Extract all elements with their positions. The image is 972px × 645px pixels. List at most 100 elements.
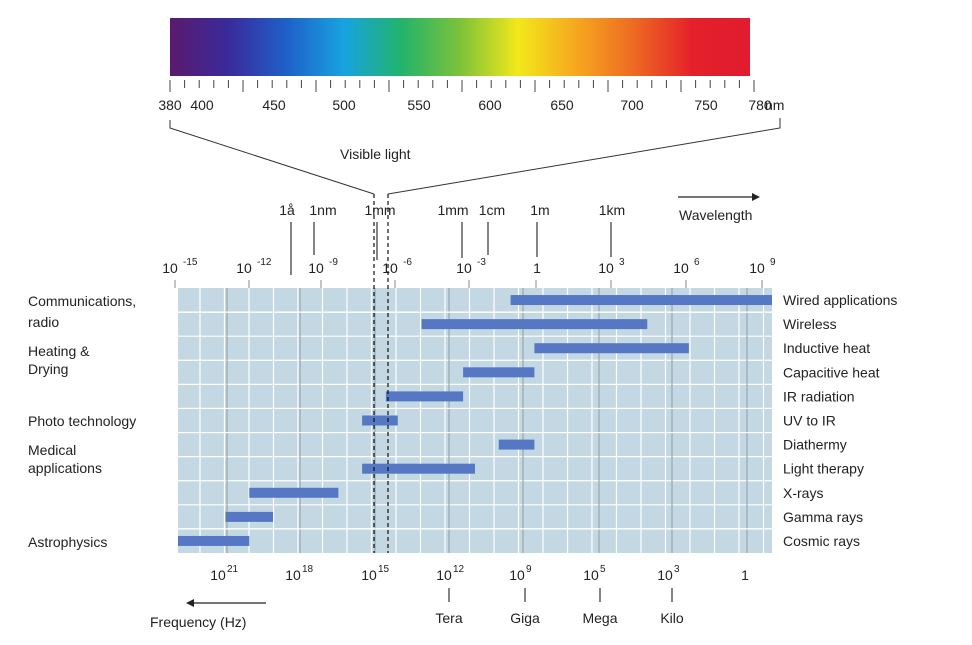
- frequency-tick-label: 10: [509, 567, 525, 583]
- wavelength-unit-label: 1mm: [364, 202, 395, 218]
- nm-tick-label: 650: [550, 97, 574, 113]
- wavelength-power-label: 1: [533, 260, 541, 276]
- nm-unit-label: nm: [765, 97, 784, 113]
- application-label: Light therapy: [783, 461, 864, 477]
- frequency-tick-exponent: 12: [453, 564, 465, 575]
- nm-tick-label: 450: [262, 97, 286, 113]
- frequency-tick-label: 10: [657, 567, 673, 583]
- application-bar: [463, 367, 535, 378]
- chart-grid-bg: [178, 288, 772, 553]
- application-bar: [510, 295, 772, 306]
- category-label: Medical: [28, 442, 76, 458]
- frequency-arrowhead: [186, 599, 194, 607]
- visible-funnel-left: [169, 120, 375, 195]
- nm-tick-label: 500: [332, 97, 356, 113]
- category-label: Communications,: [28, 293, 136, 309]
- wavelength-power-exponent: -6: [403, 257, 412, 268]
- category-label: Astrophysics: [28, 534, 107, 550]
- frequency-tick-label: 10: [583, 567, 599, 583]
- frequency-tick-exponent: 3: [674, 564, 680, 575]
- frequency-tick-label: 10: [436, 567, 452, 583]
- wavelength-power-label: 10: [308, 260, 324, 276]
- frequency-tick-exponent: 9: [526, 564, 532, 575]
- wavelength-unit-label: 1å: [279, 202, 295, 218]
- nanometer-scale: 380 400 450 500 550 600 650 700 750 780: [158, 80, 772, 113]
- application-bar: [362, 415, 398, 426]
- application-label: Wired applications: [783, 292, 897, 308]
- application-bar: [385, 391, 464, 402]
- application-label: Diathermy: [783, 437, 847, 453]
- wavelength-label: Wavelength: [679, 207, 752, 223]
- frequency-tick-exponent: 21: [227, 564, 239, 575]
- wavelength-unit-label: 1mm: [437, 202, 468, 218]
- frequency-prefix-label: Mega: [582, 610, 617, 626]
- wavelength-power-label: 10: [236, 260, 252, 276]
- wavelength-power-exponent: -9: [329, 257, 338, 268]
- frequency-prefix-label: Tera: [435, 610, 462, 626]
- nm-tick-label: 380: [158, 97, 182, 113]
- wavelength-power-label: 10: [162, 260, 178, 276]
- application-labels: Wired applications Wireless Inductive heat…: [783, 292, 897, 549]
- wavelength-power-label: 10: [456, 260, 472, 276]
- wavelength-power-exponent: 6: [694, 257, 700, 268]
- application-label: Wireless: [783, 316, 837, 332]
- frequency-tick-exponent: 18: [302, 564, 314, 575]
- frequency-tick-label: 10: [210, 567, 226, 583]
- application-bar: [362, 463, 475, 474]
- frequency-ticks: 10 21 10 18 10 15 10 12 10 9 10 5 10 3 1: [210, 564, 749, 583]
- nm-tick-label: 750: [694, 97, 718, 113]
- nm-tick-label: 400: [190, 97, 214, 113]
- wavelength-units: 1å 1nm 1mm 1mm 1cm 1m 1km: [279, 202, 625, 275]
- wavelength-power-label: 10: [749, 260, 765, 276]
- frequency-prefix-label: Giga: [510, 610, 540, 626]
- frequency-tick-exponent: 15: [378, 564, 390, 575]
- wavelength-power-exponent: -15: [183, 257, 198, 268]
- application-label: UV to IR: [783, 413, 836, 429]
- application-label: IR radiation: [783, 388, 855, 404]
- nm-tick-label: 550: [407, 97, 431, 113]
- nm-tick-label: 700: [620, 97, 644, 113]
- category-label: radio: [28, 314, 59, 330]
- application-bars: [178, 295, 772, 546]
- wavelength-unit-label: 1nm: [309, 202, 336, 218]
- frequency-tick-label: 1: [741, 567, 749, 583]
- frequency-tick-label: 10: [361, 567, 377, 583]
- application-label: Cosmic rays: [783, 533, 860, 549]
- wavelength-power-label: 10: [382, 260, 398, 276]
- application-label: Gamma rays: [783, 509, 863, 525]
- application-label: X-rays: [783, 485, 823, 501]
- visible-light-label: Visible light: [340, 146, 411, 162]
- category-label: Drying: [28, 361, 68, 377]
- application-label: Capacitive heat: [783, 364, 880, 380]
- frequency-prefixes: Tera Giga Mega Kilo: [435, 588, 684, 626]
- wavelength-power-exponent: -12: [257, 257, 272, 268]
- frequency-tick-exponent: 5: [600, 564, 606, 575]
- wavelength-power-label: 10: [673, 260, 689, 276]
- category-label: Heating &: [28, 343, 90, 359]
- wavelength-unit-label: 1m: [530, 202, 549, 218]
- application-bar: [421, 319, 648, 330]
- application-bar: [178, 535, 250, 546]
- nm-tick-label: 600: [478, 97, 502, 113]
- application-bar: [225, 511, 274, 522]
- visible-spectrum-bar: [170, 18, 750, 76]
- application-bar: [534, 343, 689, 354]
- category-label: applications: [28, 460, 102, 476]
- application-bar: [498, 439, 535, 450]
- visible-funnel-right: [387, 118, 781, 195]
- wavelength-unit-label: 1cm: [479, 202, 505, 218]
- wavelength-power-exponent: -3: [477, 257, 486, 268]
- nm-tick-label: 780: [748, 97, 772, 113]
- application-label: Inductive heat: [783, 340, 870, 356]
- frequency-tick-label: 10: [285, 567, 301, 583]
- frequency-prefix-label: Kilo: [660, 610, 684, 626]
- chart-grid-lines: [20, 288, 772, 553]
- wavelength-power-exponent: 9: [770, 257, 776, 268]
- category-labels: Communications, radio Heating & Drying Photo…: [28, 293, 136, 550]
- wavelength-unit-label: 1km: [599, 202, 625, 218]
- application-bar: [249, 487, 339, 498]
- wavelength-powers: 10 -15 10 -12 10 -9 10 -6 10 -3 1 10 3 10 6 10 9: [162, 257, 776, 288]
- category-label: Photo technology: [28, 413, 136, 429]
- wavelength-arrowhead: [752, 193, 760, 201]
